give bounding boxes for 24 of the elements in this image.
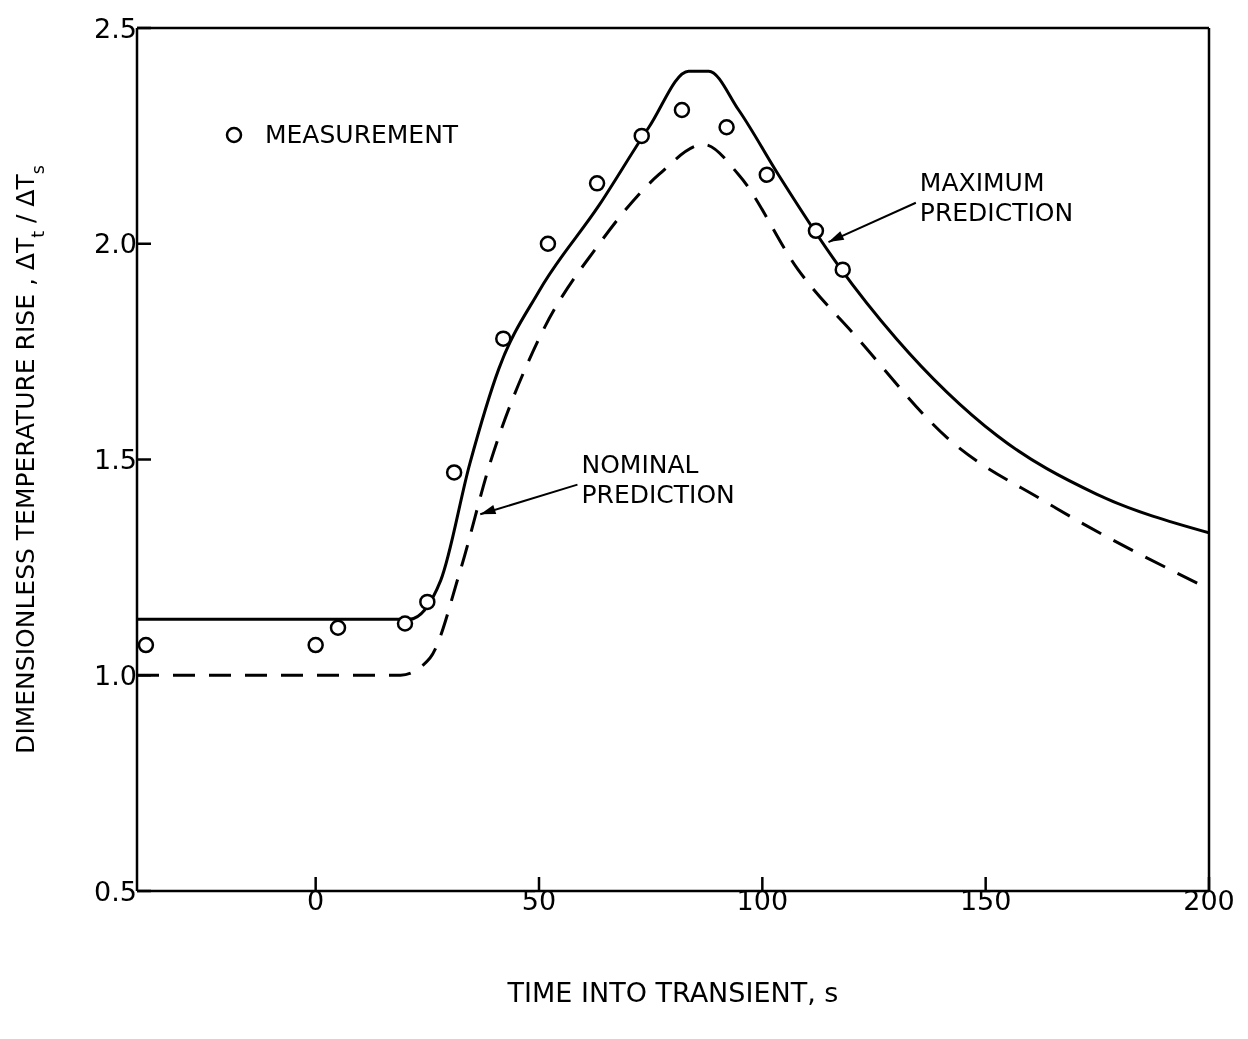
point: [718, 119, 735, 136]
point: [137, 636, 155, 654]
x-axis-title: TIME INTO TRANSIENT, s: [506, 977, 839, 1008]
annotation: NOMINAL PREDICTION: [581, 449, 735, 509]
point: [396, 615, 414, 632]
point: [807, 222, 825, 240]
point: [329, 619, 347, 637]
y-tick-label: 1.5: [94, 444, 137, 476]
y-tick-label: 2.0: [94, 228, 137, 260]
point: [834, 261, 851, 278]
point: [673, 101, 691, 119]
point: [758, 166, 776, 183]
point: [445, 464, 463, 481]
legend-label: MEASUREMENT: [265, 120, 459, 149]
y-tick-label: 2.5: [94, 12, 137, 44]
point: [588, 175, 606, 192]
point: [539, 235, 557, 252]
point: [495, 330, 512, 347]
y-tick-label: 1.0: [94, 659, 137, 691]
point: [419, 593, 436, 611]
point: [307, 636, 324, 654]
point: [633, 127, 650, 145]
y-tick-label: 0.5: [94, 875, 137, 907]
annotation: MAXIMUM PREDICTION: [919, 167, 1074, 227]
